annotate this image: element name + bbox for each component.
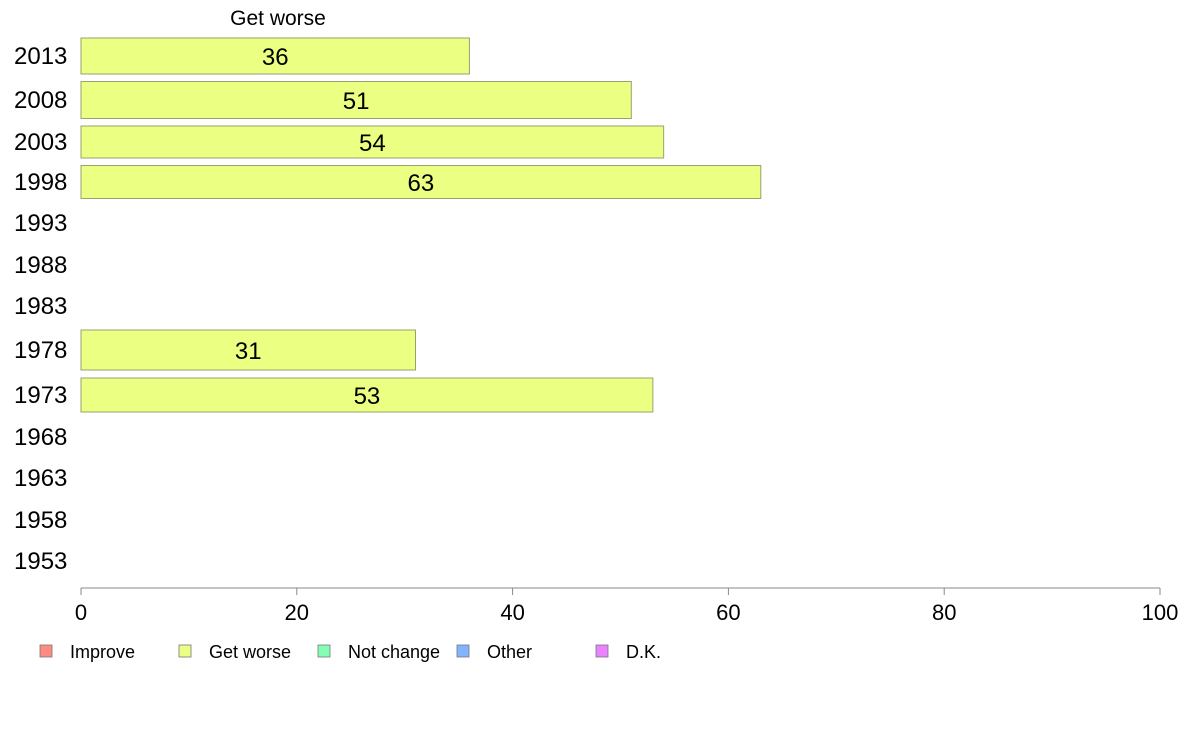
column-title: Get worse [230, 7, 326, 30]
year-label-2008: 2008 [14, 87, 67, 114]
bar-value-label-2003: 54 [359, 130, 386, 157]
year-label-1968: 1968 [14, 424, 67, 451]
year-label-1983: 1983 [14, 293, 67, 320]
year-label-1963: 1963 [14, 465, 67, 492]
bar-value-label-1973: 53 [354, 383, 381, 410]
bar-2003 [80, 125, 665, 159]
legend-label-not-change: Not change [348, 642, 440, 662]
bar-value-label-1978: 31 [235, 338, 262, 365]
bar-2008 [80, 81, 632, 119]
year-label-1958: 1958 [14, 507, 67, 534]
legend-label-d-k: D.K. [626, 642, 661, 662]
bars: 36 51 54 63 31 53 [80, 37, 762, 413]
bar-1998 [80, 165, 762, 199]
year-label-1978: 1978 [14, 337, 67, 364]
year-labels: 2013 2008 2003 1998 1993 1988 1983 1978 1973 1968… [14, 43, 67, 575]
legend-swatch-other [456, 644, 470, 658]
bar-1973 [80, 377, 654, 413]
legend-label-improve: Improve [70, 642, 135, 662]
year-label-1993: 1993 [14, 210, 67, 237]
legend-swatch-d-k [595, 644, 609, 658]
legend-swatch-improve [39, 644, 53, 658]
x-tick-label-40: 40 [500, 600, 524, 625]
bar-value-label-2013: 36 [262, 44, 289, 71]
legend-swatch-get-worse [178, 644, 192, 658]
x-axis: 0 20 40 60 80 100 [75, 587, 1179, 625]
x-tick-label-0: 0 [75, 600, 87, 625]
x-tick-label-100: 100 [1142, 600, 1179, 625]
bar-value-label-1998: 63 [408, 170, 435, 197]
year-label-1988: 1988 [14, 252, 67, 279]
bar-1978 [80, 329, 416, 371]
year-label-2003: 2003 [14, 129, 67, 156]
legend-label-get-worse: Get worse [209, 642, 291, 662]
year-label-1998: 1998 [14, 169, 67, 196]
year-label-1973: 1973 [14, 382, 67, 409]
bar-value-label-2008: 51 [343, 88, 370, 115]
year-label-2013: 2013 [14, 43, 67, 70]
x-tick-label-20: 20 [285, 600, 309, 625]
legend-label-other: Other [487, 642, 532, 662]
legend-swatch-not-change [317, 644, 331, 658]
year-label-1953: 1953 [14, 548, 67, 575]
x-tick-label-80: 80 [932, 600, 956, 625]
legend: Improve Get worse Not change Other D.K. [39, 642, 661, 662]
bar-2013 [80, 37, 470, 75]
x-tick-label-60: 60 [716, 600, 740, 625]
